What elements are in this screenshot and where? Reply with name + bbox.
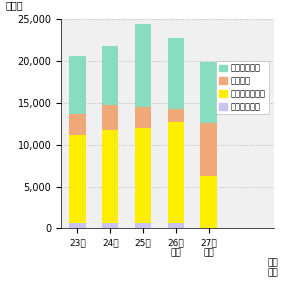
Bar bbox=[201, 123, 217, 177]
Text: 平成
年度: 平成 年度 bbox=[267, 258, 278, 277]
Bar bbox=[135, 24, 151, 107]
Legend: 財政調整基金, 減債基金, その他特目基金, 定額運用基金: 財政調整基金, 減債基金, その他特目基金, 定額運用基金 bbox=[215, 60, 269, 114]
Bar bbox=[201, 177, 217, 229]
Bar bbox=[69, 223, 86, 229]
Bar bbox=[102, 46, 118, 105]
Y-axis label: 百万円: 百万円 bbox=[5, 0, 23, 10]
Bar bbox=[135, 107, 151, 128]
Bar bbox=[135, 223, 151, 229]
Bar bbox=[102, 130, 118, 223]
Bar bbox=[168, 38, 184, 109]
Bar bbox=[102, 105, 118, 130]
Bar bbox=[102, 223, 118, 229]
Bar bbox=[168, 223, 184, 229]
Bar bbox=[135, 128, 151, 223]
Bar bbox=[69, 114, 86, 135]
Bar bbox=[69, 56, 86, 114]
Bar bbox=[168, 109, 184, 122]
Bar bbox=[201, 62, 217, 123]
Bar bbox=[69, 135, 86, 223]
Bar bbox=[168, 122, 184, 223]
